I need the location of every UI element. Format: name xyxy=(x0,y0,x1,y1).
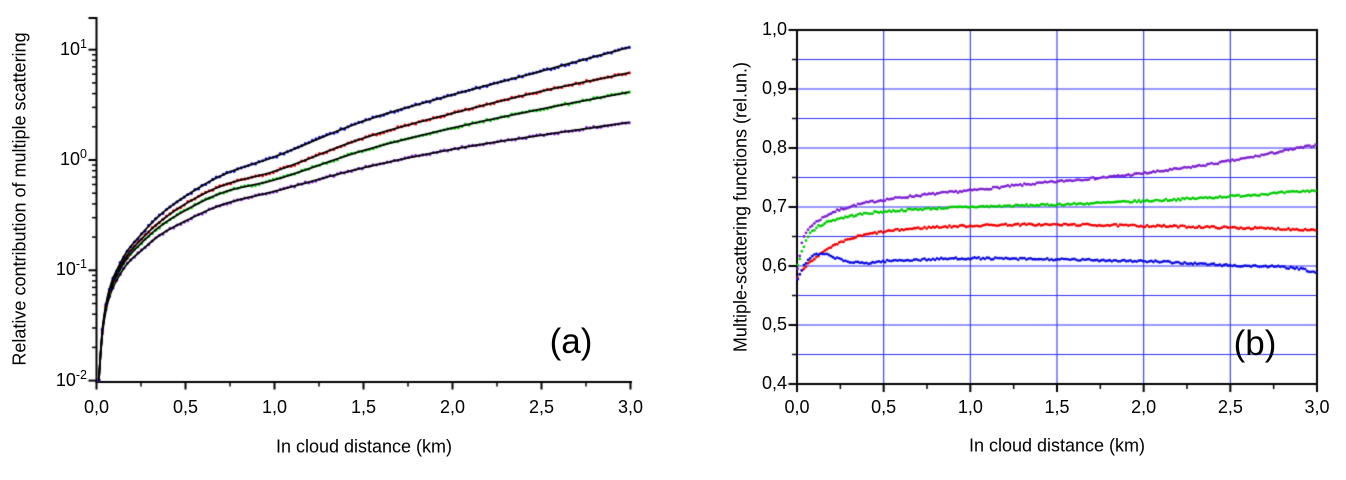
panel-a-x-tick-label: 1,0 xyxy=(261,397,288,417)
panel-b-x-axis-title: In cloud distance (km) xyxy=(968,435,1146,456)
panel-a-label: (a) xyxy=(549,322,593,361)
panel-b-y-tick-label: 0,7 xyxy=(761,196,787,217)
panel-b-y-tick-label: 0,4 xyxy=(761,373,787,394)
panel-b-x-tick-label: 0,0 xyxy=(784,397,810,417)
panel-b-label: (b) xyxy=(1233,324,1277,363)
panel-a-y-tick-label: 100 xyxy=(60,147,87,170)
panel-a-x-tick-label: 3,0 xyxy=(617,397,644,417)
panel-b-x-tick-label: 3,0 xyxy=(1304,397,1330,417)
panel-a-x-tick-label: 1,5 xyxy=(350,397,377,417)
panel-b-y-axis-title: Multiple-scattering functions (rel.un.) xyxy=(730,61,751,353)
panel-b-y-tick-label: 0,9 xyxy=(761,78,787,99)
panel-a-x-tick-label: 2,0 xyxy=(439,397,466,417)
panel-b-x-tick-label: 1,0 xyxy=(957,397,983,417)
panel-b-x-tick-label: 0,5 xyxy=(871,397,897,417)
panel-b-x-tick-label: 1,5 xyxy=(1044,397,1070,417)
panel-b-y-tick-label: 1,0 xyxy=(761,19,787,40)
panel-b-y-tick-label: 0,8 xyxy=(761,137,787,158)
panel-a-x-tick-label: 0,5 xyxy=(172,397,199,417)
panel-a-y-tick-label: 10-2 xyxy=(55,367,87,390)
panel-b-x-tick-label: 2,5 xyxy=(1217,397,1243,417)
panel-b-y-tick-label: 0,6 xyxy=(761,255,787,276)
panel-a-x-tick-label: 0,0 xyxy=(83,397,110,417)
panel-a-x-tick-label: 2,5 xyxy=(528,397,555,417)
panel-a-y-tick-label: 10-1 xyxy=(55,257,87,280)
panel-a-y-tick-label: 101 xyxy=(60,36,87,59)
panel-a-x-axis-title: In cloud distance (km) xyxy=(275,436,453,457)
panel-b-x-tick-label: 2,0 xyxy=(1131,397,1157,417)
panel-b-y-tick-label: 0,5 xyxy=(761,314,787,335)
panel-a-y-axis-title: Relative contribution of multiple scatte… xyxy=(9,32,30,366)
